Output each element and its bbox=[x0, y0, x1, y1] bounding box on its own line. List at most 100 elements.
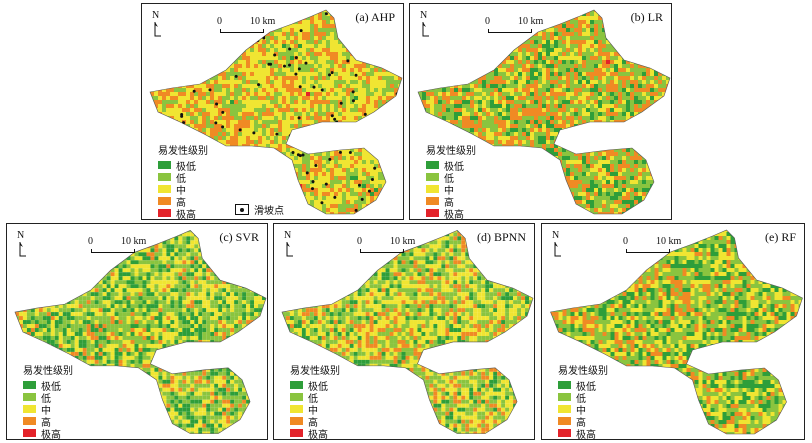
landslide-point bbox=[318, 134, 322, 138]
landslide-point bbox=[342, 34, 346, 38]
legend: 易发性级别 极低 低 中 高 极高 bbox=[558, 362, 608, 439]
landslide-point bbox=[262, 36, 266, 40]
legend-item: 极低 bbox=[23, 379, 73, 393]
landslide-point bbox=[386, 178, 390, 182]
landslide-point bbox=[333, 195, 337, 199]
legend-item: 极高 bbox=[158, 207, 208, 219]
landslide-point bbox=[357, 183, 361, 187]
landslide-point bbox=[297, 67, 301, 71]
landslide-point bbox=[288, 47, 292, 51]
north-label: N bbox=[420, 10, 428, 21]
north-label: N bbox=[284, 230, 292, 241]
legend-item: 中 bbox=[426, 183, 476, 197]
landslide-point bbox=[293, 200, 297, 204]
study-area-boundary bbox=[149, 9, 403, 215]
landslide-point bbox=[186, 41, 190, 45]
legend-item: 高 bbox=[426, 195, 476, 209]
landslide-point bbox=[252, 131, 256, 135]
legend-title: 易发性级别 bbox=[23, 366, 73, 377]
susceptibility-map bbox=[550, 229, 803, 435]
legend-item: 中 bbox=[558, 403, 608, 417]
legend-item: 极低 bbox=[426, 159, 476, 173]
landslide-point bbox=[297, 116, 301, 120]
legend: 易发性级别 极低 低 中 高 极高 bbox=[158, 142, 208, 219]
study-area-boundary bbox=[281, 230, 534, 434]
landslide-point bbox=[398, 102, 402, 106]
landslide-point bbox=[338, 150, 342, 154]
landslide-point bbox=[320, 201, 324, 205]
landslide-point bbox=[354, 208, 358, 212]
landslide-point bbox=[364, 29, 368, 33]
map-panel-svr: N 0 10 km (c) SVR 易发性级别 极低 低 中 高 极高 bbox=[6, 223, 268, 440]
landslide-point bbox=[293, 16, 297, 20]
landslide-point bbox=[283, 64, 287, 68]
landslide-point bbox=[258, 35, 262, 39]
landslide-point bbox=[244, 15, 248, 19]
legend-item: 极低 bbox=[158, 159, 208, 173]
landslide-point bbox=[180, 112, 184, 116]
landslide-point bbox=[354, 73, 358, 77]
landslide-point bbox=[351, 99, 355, 103]
landslide-point bbox=[351, 90, 355, 94]
landslide-point bbox=[215, 102, 219, 106]
landslide-point bbox=[311, 180, 315, 184]
legend-title: 易发性级别 bbox=[426, 146, 476, 157]
susceptibility-map bbox=[281, 230, 534, 434]
landslide-point bbox=[177, 63, 181, 67]
map-panel-bpnn: N 0 10 km (d) BPNN 易发性级别 极低 低 中 高 极高 bbox=[273, 223, 535, 440]
landslide-point bbox=[155, 67, 159, 71]
scale-zero: 0 bbox=[485, 16, 490, 27]
landslide-point bbox=[208, 88, 212, 92]
landslide-point bbox=[330, 114, 334, 118]
study-area-boundary bbox=[417, 9, 671, 215]
landslide-point bbox=[288, 63, 292, 67]
landslide-point bbox=[238, 128, 242, 132]
landslide-point bbox=[324, 182, 328, 186]
north-arrow-icon: N bbox=[17, 230, 31, 257]
landslide-point bbox=[337, 15, 341, 19]
legend-item: 中 bbox=[23, 403, 73, 417]
legend-title: 易发性级别 bbox=[158, 146, 208, 157]
map-panel-ahp: N 0 10 km (a) AHP 易发性级别 极低 低 中 高 极高 滑坡点 bbox=[141, 3, 404, 220]
legend-item: 中 bbox=[158, 183, 208, 197]
scale-zero: 0 bbox=[357, 236, 362, 247]
landslide-point bbox=[199, 75, 203, 79]
landslide-point bbox=[363, 112, 367, 116]
north-arrow-icon: N bbox=[152, 10, 166, 37]
landslide-point bbox=[260, 170, 264, 174]
legend-item: 低 bbox=[558, 391, 608, 405]
landslide-point bbox=[367, 189, 371, 193]
scale-end: 10 km bbox=[656, 236, 682, 247]
landslide-point bbox=[373, 166, 377, 170]
landslide-point bbox=[298, 85, 302, 89]
landslide-point bbox=[233, 191, 237, 195]
landslide-point bbox=[250, 41, 254, 45]
legend-item: 高 bbox=[558, 415, 608, 429]
landslide-point bbox=[214, 121, 218, 125]
landslide-point bbox=[213, 28, 217, 32]
legend: 易发性级别 极低 低 中 高 极高 bbox=[23, 362, 73, 439]
landslide-point-icon bbox=[235, 204, 249, 215]
landslide-point bbox=[299, 29, 303, 33]
landslide-point bbox=[301, 153, 305, 157]
landslide-point bbox=[330, 71, 334, 75]
legend-title: 易发性级别 bbox=[290, 366, 340, 377]
scale-zero: 0 bbox=[623, 236, 628, 247]
legend: 易发性级别 极低 低 中 高 极高 bbox=[426, 142, 476, 219]
scale-end: 10 km bbox=[390, 236, 416, 247]
panel-title: (d) BPNN bbox=[476, 230, 526, 244]
landslide-point bbox=[333, 117, 337, 121]
landslide-point bbox=[311, 147, 315, 151]
landslide-point bbox=[324, 12, 328, 16]
legend-item: 低 bbox=[158, 171, 208, 185]
landslide-point bbox=[339, 101, 343, 105]
landslide-point bbox=[370, 177, 374, 181]
landslide-point bbox=[273, 53, 277, 57]
legend-item: 中 bbox=[290, 403, 340, 417]
landslide-point bbox=[311, 187, 315, 191]
landslide-point bbox=[294, 72, 298, 76]
landslide-point bbox=[221, 110, 225, 114]
landslide-point bbox=[182, 121, 186, 125]
landslide-point bbox=[305, 171, 309, 175]
landslide-point bbox=[156, 120, 160, 124]
